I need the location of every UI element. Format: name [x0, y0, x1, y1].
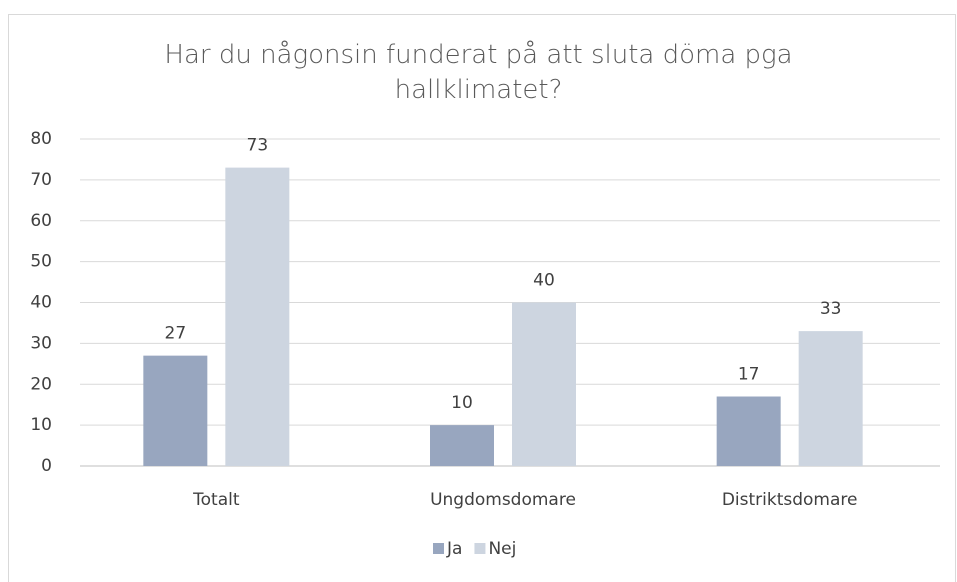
bar: [430, 425, 494, 466]
y-tick-label: 60: [30, 211, 52, 231]
legend-label: Nej: [488, 539, 516, 559]
x-tick-label: Ungdomsdomare: [430, 490, 576, 510]
y-tick-label: 40: [30, 293, 52, 313]
y-tick-label: 50: [30, 252, 52, 272]
data-label: 10: [451, 393, 473, 413]
y-tick-label: 20: [30, 374, 52, 394]
x-tick-label: Distriktsdomare: [722, 490, 858, 510]
y-tick-label: 30: [30, 333, 52, 353]
legend-label: Ja: [446, 539, 462, 559]
legend-swatch: [433, 543, 444, 554]
bar: [225, 167, 290, 467]
data-label: 17: [738, 365, 760, 385]
data-label: 73: [247, 136, 269, 156]
bar: [512, 302, 576, 466]
legend-swatch: [474, 543, 486, 554]
bar: [798, 331, 863, 466]
y-tick-label: 80: [30, 129, 52, 149]
chart-frame: [8, 14, 956, 582]
data-label: 40: [533, 271, 555, 291]
data-label: 33: [820, 299, 842, 319]
y-tick-label: 70: [30, 170, 52, 190]
data-label: 27: [165, 324, 187, 344]
y-tick-label: 10: [30, 415, 52, 435]
x-tick-label: Totalt: [192, 490, 240, 510]
bar: [716, 396, 781, 466]
chart-title: Har du någonsin funderat på att sluta dö…: [164, 40, 793, 105]
y-tick-label: 0: [41, 456, 52, 476]
bar: [143, 355, 208, 466]
